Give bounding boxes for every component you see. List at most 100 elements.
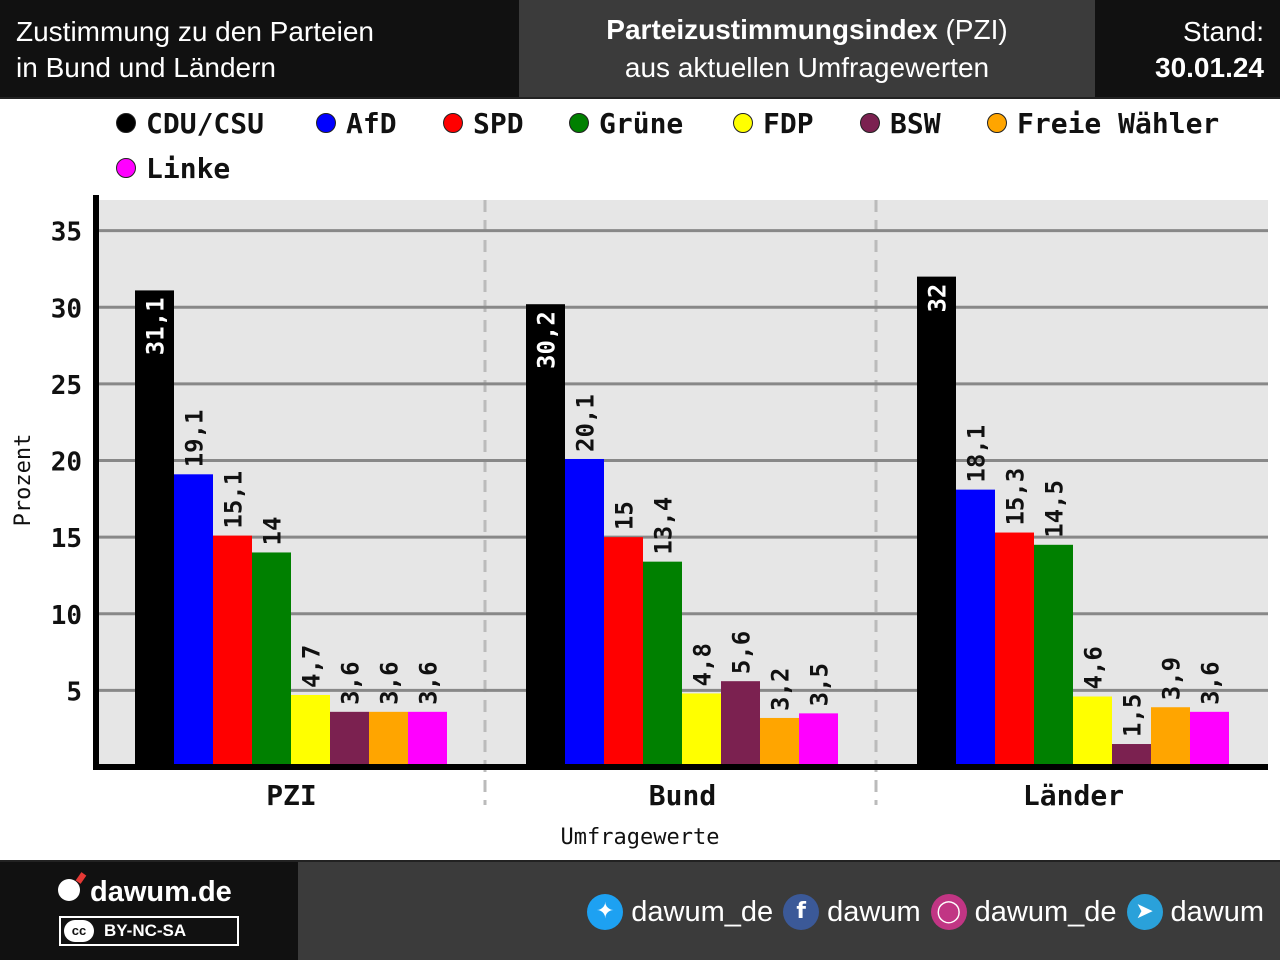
data-label: 15,1 — [220, 471, 248, 529]
legend-swatch — [116, 158, 136, 178]
data-label: 20,1 — [572, 394, 600, 452]
legend-label: Grüne — [599, 107, 684, 140]
stand-date: 30.01.24 — [1155, 52, 1264, 83]
legend-swatch — [733, 113, 753, 133]
data-label: 15,3 — [1002, 468, 1030, 526]
bar-cdu-csu — [917, 276, 956, 767]
telegram-handle[interactable]: dawum — [1170, 895, 1265, 928]
data-label: 31,1 — [142, 297, 170, 355]
x-tick-label: Länder — [1023, 779, 1124, 812]
legend-item: Linke — [116, 153, 230, 185]
legend-swatch — [987, 113, 1007, 133]
legend-item: BSW — [860, 108, 941, 140]
data-label: 32 — [924, 284, 952, 313]
legend-label: SPD — [473, 107, 524, 140]
facebook-handle[interactable]: dawum — [827, 895, 921, 928]
bar-gr-ne — [1034, 544, 1073, 767]
bar-afd — [174, 474, 213, 767]
footer: dawum.de cc BY-NC-SA ✦ dawum_de f dawum ◯ da… — [0, 860, 1280, 960]
legend-item: SPD — [443, 108, 524, 140]
bar-bsw — [330, 711, 369, 767]
legend-label: AfD — [346, 107, 397, 140]
bar-linke — [408, 711, 447, 767]
y-tick-label: 35 — [51, 218, 82, 248]
title-rest: (PZI) — [937, 14, 1008, 45]
title-bold: Parteizustimmungsindex — [606, 14, 938, 45]
data-label: 3,6 — [376, 661, 404, 704]
y-tick-label: 20 — [51, 448, 82, 478]
dawum-logo-icon — [58, 879, 80, 902]
bar-gr-ne — [252, 552, 291, 767]
data-label: 3,2 — [767, 668, 795, 711]
bar-chart: 5 10 15 20 25 30 35 31,1 19,1 15,1 14 4,7 3,6 3,6 3,6 P… — [11, 195, 1268, 850]
data-label: 4,6 — [1080, 646, 1108, 689]
bar-afd — [956, 489, 995, 767]
legend-label: BSW — [890, 107, 941, 140]
instagram-handle[interactable]: dawum_de — [974, 895, 1117, 928]
twitter-icon[interactable]: ✦ — [587, 894, 624, 930]
legend-item: AfD — [316, 108, 397, 140]
y-tick-label: 15 — [51, 524, 82, 554]
legend-swatch — [860, 113, 880, 133]
data-label: 15 — [611, 501, 639, 530]
social-links: ✦ dawum_de f dawum ◯ dawum_de ➤ dawum — [577, 894, 1264, 930]
bar-fdp — [291, 694, 330, 767]
header-left-line2: in Bund und Ländern — [16, 52, 276, 83]
bar-fdp — [682, 693, 721, 767]
telegram-icon[interactable]: ➤ — [1126, 894, 1163, 930]
license-badge[interactable]: cc BY-NC-SA — [59, 916, 239, 946]
data-label: 14,5 — [1041, 480, 1069, 538]
header: Zustimmung zu den Parteien in Bund und L… — [0, 0, 1280, 99]
cc-icon: cc — [64, 920, 94, 942]
license-label: BY-NC-SA — [104, 921, 187, 940]
bar-freie-w-hler — [369, 711, 408, 767]
legend-label: Linke — [146, 152, 231, 185]
legend-item: Freie Wähler — [987, 108, 1219, 140]
instagram-icon[interactable]: ◯ — [930, 894, 967, 930]
page-subtitle: aus aktuellen Umfragewerten — [624, 52, 990, 83]
legend-label: Freie Wähler — [1017, 107, 1220, 140]
bar-linke — [1190, 711, 1229, 767]
data-label: 13,4 — [650, 497, 678, 555]
bar-afd — [565, 458, 604, 767]
y-axis-label: Prozent — [11, 434, 36, 527]
header-title-block: Parteizustimmungsindex (PZI) aus aktuell… — [519, 0, 1095, 97]
bar-spd — [604, 537, 643, 767]
legend-label: FDP — [763, 107, 814, 140]
facebook-icon[interactable]: f — [783, 894, 820, 930]
y-tick-label: 30 — [51, 294, 82, 324]
twitter-handle[interactable]: dawum_de — [631, 895, 774, 928]
legend-swatch — [569, 113, 589, 133]
data-label: 3,9 — [1158, 657, 1186, 700]
y-tick-label: 10 — [51, 601, 82, 631]
data-label: 18,1 — [963, 425, 991, 483]
data-label: 30,2 — [533, 311, 561, 369]
bar-spd — [995, 532, 1034, 767]
data-label: 3,5 — [806, 663, 834, 706]
x-tick-label: PZI — [266, 779, 317, 812]
legend-item: Grüne — [569, 108, 683, 140]
data-label: 4,8 — [689, 643, 717, 686]
data-label: 19,1 — [181, 410, 209, 468]
bar-cdu-csu — [135, 290, 174, 767]
brand[interactable]: dawum.de — [58, 876, 232, 909]
legend-label: CDU/CSU — [146, 107, 265, 140]
bar-cdu-csu — [526, 304, 565, 767]
header-left-line1: Zustimmung zu den Parteien — [16, 16, 374, 47]
bar-spd — [213, 535, 252, 767]
header-stand: Stand: 30.01.24 — [1095, 0, 1280, 97]
y-tick-label: 5 — [66, 677, 82, 707]
bar-fdp — [1073, 696, 1112, 767]
legend-item: CDU/CSU — [116, 108, 264, 140]
bar-gr-ne — [643, 561, 682, 767]
bar-freie-w-hler — [760, 717, 799, 767]
x-axis-label: Umfragewerte — [561, 825, 720, 850]
stand-label: Stand: — [1183, 16, 1264, 47]
data-label: 3,6 — [337, 661, 365, 704]
legend-item: FDP — [733, 108, 814, 140]
page-title: Parteizustimmungsindex (PZI) — [519, 14, 1095, 46]
bar-freie-w-hler — [1151, 707, 1190, 767]
legend-swatch — [443, 113, 463, 133]
legend-swatch — [316, 113, 336, 133]
bar-linke — [799, 713, 838, 767]
